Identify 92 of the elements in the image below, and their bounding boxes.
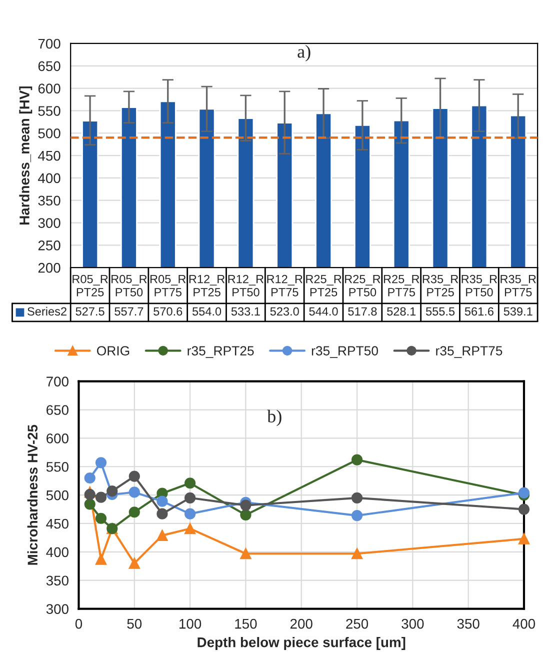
data-label: 570.6 xyxy=(154,307,182,316)
x-tick-label: 200 xyxy=(290,618,312,629)
x-tick-label: 100 xyxy=(180,618,202,629)
y-tick-label: 250 xyxy=(38,240,60,250)
x-tick-label: R05_R PT75 xyxy=(150,274,186,296)
y-tick-label: 450 xyxy=(46,518,68,529)
data-label: 555.5 xyxy=(426,307,455,316)
x-tick-label: R12_R PT25 xyxy=(189,274,225,296)
y-tick-label: 600 xyxy=(38,84,60,94)
y-tick-label: 400 xyxy=(46,547,68,558)
legend-label: r35_RPT25 xyxy=(188,346,254,358)
point xyxy=(156,530,168,541)
legend-label: ORIG xyxy=(97,346,130,356)
y-tick-label: 650 xyxy=(38,61,60,72)
point xyxy=(240,500,252,511)
data-label: 517.8 xyxy=(348,307,377,316)
data-label: 539.1 xyxy=(504,307,532,316)
x-tick-label: 350 xyxy=(457,618,480,629)
x-tick-label: 0 xyxy=(75,618,82,629)
point xyxy=(128,486,140,498)
y-tick-label: 500 xyxy=(38,128,60,138)
chart-title: a) xyxy=(298,45,310,62)
x-tick-label: R12_R PT50 xyxy=(228,274,264,296)
point xyxy=(106,486,118,497)
point xyxy=(518,533,530,544)
x-tick-label: R05_R PT50 xyxy=(112,274,147,296)
point xyxy=(95,457,107,468)
y-tick-label: 450 xyxy=(38,150,60,161)
legend-label: r35_RPT75 xyxy=(436,346,502,358)
point xyxy=(184,508,196,520)
y-tick-label: 700 xyxy=(38,38,60,49)
x-axis-title: Depth below piece surface [um] xyxy=(198,637,406,650)
legend-label: Series2 xyxy=(28,306,66,316)
point xyxy=(351,548,363,560)
data-label: 557.7 xyxy=(114,307,144,316)
x-tick-label: 150 xyxy=(235,618,257,629)
y-tick-label: 600 xyxy=(46,434,68,444)
y-tick-label: 400 xyxy=(38,173,60,184)
point xyxy=(351,510,363,522)
point xyxy=(128,558,140,569)
y-axis-title: Hardness_mean [HV] xyxy=(19,86,32,224)
y-tick-label: 650 xyxy=(46,405,68,415)
point xyxy=(518,504,530,515)
y-tick-label: 200 xyxy=(38,262,60,273)
x-tick-label: R12_R PT75 xyxy=(267,274,302,296)
x-tick-label: R25_R PT25 xyxy=(306,274,342,296)
point xyxy=(156,508,168,520)
y-tick-label: 350 xyxy=(38,196,60,206)
x-tick-label: R25_R PT50 xyxy=(345,274,380,296)
x-tick-label: 400 xyxy=(512,618,536,629)
point xyxy=(156,496,168,507)
point xyxy=(128,470,140,482)
x-tick-label: 250 xyxy=(346,618,368,629)
y-tick-label: 550 xyxy=(46,462,68,472)
y-axis-title: Microhardness HV-25 xyxy=(27,424,38,565)
point xyxy=(351,492,363,504)
point xyxy=(184,523,196,534)
point xyxy=(95,492,107,503)
x-tick-label: 300 xyxy=(402,618,424,629)
data-label: 561.6 xyxy=(464,307,494,316)
y-tick-label: 350 xyxy=(46,576,68,586)
y-tick-label: 550 xyxy=(38,106,60,116)
data-label: 554.0 xyxy=(192,307,222,316)
text: b) xyxy=(267,410,282,426)
point xyxy=(84,488,96,500)
point xyxy=(84,472,96,484)
legend-label: r35_RPT50 xyxy=(312,346,378,358)
point xyxy=(240,509,252,521)
point xyxy=(84,498,96,510)
point xyxy=(95,554,107,565)
y-tick-label: 700 xyxy=(46,376,68,386)
data-label: 523.0 xyxy=(270,307,299,316)
x-tick-label: R35_R PT75 xyxy=(500,274,536,296)
x-tick-label: R05_R PT25 xyxy=(72,274,108,296)
point xyxy=(184,492,196,504)
x-tick-label: R35_R PT50 xyxy=(462,274,498,296)
y-tick-label: 300 xyxy=(46,604,68,614)
point xyxy=(184,478,196,489)
x-tick-label: 50 xyxy=(127,618,142,629)
data-label: 544.0 xyxy=(309,307,338,316)
data-label: 533.1 xyxy=(231,307,260,316)
y-tick-label: 500 xyxy=(46,490,68,500)
data-label: 528.1 xyxy=(387,307,416,316)
point xyxy=(240,548,252,560)
point xyxy=(128,506,140,518)
x-tick-label: R35_R PT25 xyxy=(422,274,458,296)
y-tick-label: 300 xyxy=(38,218,60,228)
point xyxy=(95,512,107,524)
x-tick-label: R25_R PT75 xyxy=(384,274,420,296)
point xyxy=(518,487,530,498)
data-label: 527.5 xyxy=(76,307,104,316)
point xyxy=(351,454,363,466)
